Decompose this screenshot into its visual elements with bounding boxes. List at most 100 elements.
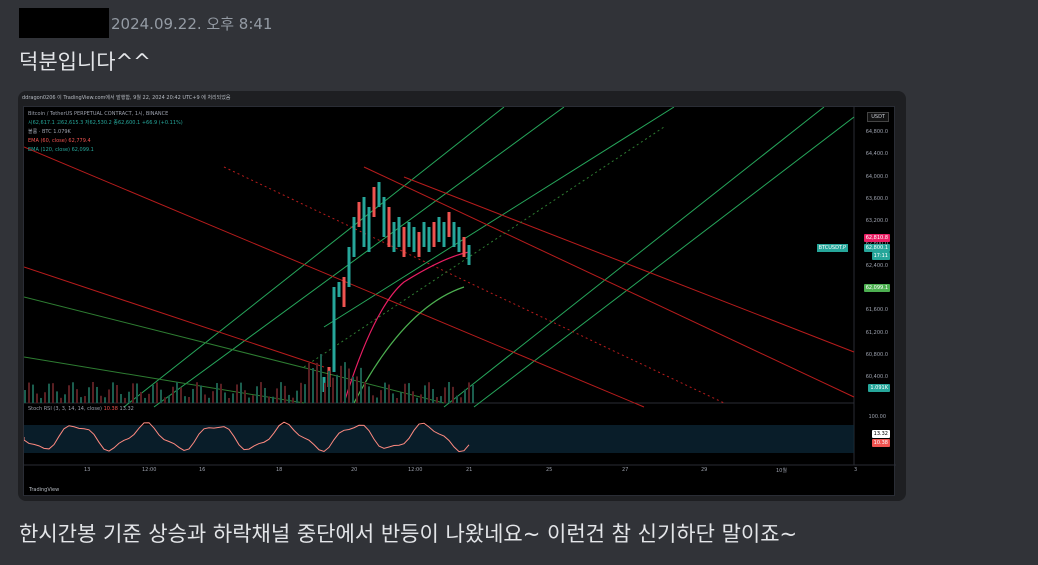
volume-bar (316, 362, 318, 403)
candle (377, 182, 381, 207)
volume-bar (172, 386, 174, 403)
channel-line-red (403, 176, 855, 353)
volume-bar (144, 397, 146, 403)
candle (382, 197, 386, 237)
volume-bar (116, 385, 118, 403)
candle (447, 212, 451, 237)
volume-bar (100, 395, 102, 403)
tradingview-publish-info: ddragon0206 이 TradingView.com에서 발행함, 9월 … (22, 95, 231, 101)
volume-bar (240, 382, 242, 403)
volume-bar (148, 393, 150, 403)
volume-bar (48, 383, 50, 403)
price-tick: 64,800.0 (865, 129, 888, 135)
price-tick: 63,200.0 (865, 218, 888, 225)
volume-bar (224, 392, 226, 403)
volume-bar (284, 385, 286, 403)
volume-bar (288, 394, 290, 403)
channel-line-red (23, 146, 645, 408)
time-tick: 18 (276, 467, 283, 473)
volume-bar (360, 367, 362, 403)
volume-bar (168, 395, 170, 403)
time-tick: 12:00 (408, 467, 423, 473)
volume-bar (192, 388, 194, 403)
time-tick: 10월 (776, 468, 787, 474)
stoch-label: Stoch RSI (3, 3, 14, 14, close) (28, 406, 102, 412)
candle (352, 217, 356, 257)
volume-bar (260, 382, 262, 403)
volume-bar (244, 390, 246, 403)
volume-bar (28, 382, 30, 403)
volume-bar (296, 390, 298, 403)
volume-bar (68, 385, 70, 403)
ema60-price-tag: 62,810.8 (863, 234, 890, 242)
volume-bar (44, 392, 46, 403)
volume-bar (368, 386, 370, 403)
volume-bar (416, 397, 418, 403)
channel-line-green (123, 106, 505, 408)
volume-bar (176, 382, 178, 403)
currency-button: USDT (867, 112, 889, 122)
volume-bar (32, 384, 34, 403)
time-tick: 29 (701, 467, 708, 473)
message-text-2: 한시간봉 기준 상승과 하락채널 중단에서 반등이 나왔네요~ 이런건 참 신기… (19, 522, 798, 546)
ema60-line (343, 251, 470, 404)
chart-image-attachment[interactable]: ddragon0206 이 TradingView.com에서 발행함, 9월 … (18, 91, 906, 501)
candle (332, 287, 336, 372)
volume-bar (40, 397, 42, 403)
candle (367, 207, 371, 252)
price-tick: 64,400.0 (865, 151, 888, 158)
stoch-d-value: 13.32 (119, 406, 134, 412)
candle (412, 227, 416, 252)
volume-bar (272, 396, 274, 403)
volume-bar (208, 397, 210, 403)
volume-bar (216, 383, 218, 403)
volume-bar (24, 390, 26, 403)
candle (337, 282, 341, 297)
volume-bar (468, 382, 470, 403)
candle (452, 222, 456, 247)
volume-bar (420, 394, 422, 403)
volume-bar (300, 382, 302, 403)
volume-bar (248, 397, 250, 403)
volume-bar (124, 397, 126, 403)
volume-bar (96, 386, 98, 403)
volume-bar (164, 397, 166, 403)
channel-line-green (23, 296, 445, 404)
candle (462, 237, 466, 257)
volume-bar (220, 383, 222, 403)
message-header: 2024.09.22. 오후 8:41 (19, 8, 272, 38)
volume-bar (464, 389, 466, 403)
volume-bar (120, 394, 122, 403)
candle (347, 247, 351, 287)
volume-bar (428, 382, 430, 403)
channel-line-green (443, 106, 825, 408)
tradingview-chart: Bitcoin / TetherUS PERPETUAL CONTRACT, 1… (23, 106, 896, 496)
volume-bar (184, 396, 186, 403)
volume-bar (212, 391, 214, 403)
volume-bar (252, 395, 254, 403)
volume-bar (444, 387, 446, 403)
volume-bar (332, 377, 334, 403)
channel-line-green (323, 106, 675, 328)
volume-bar (328, 370, 330, 403)
price-tick: 64,000.0 (865, 173, 888, 180)
volume-bar (200, 385, 202, 403)
time-tick: 16 (199, 467, 206, 473)
candle (397, 217, 401, 247)
volume-bar (440, 396, 442, 403)
stoch-legend: Stoch RSI (3, 3, 14, 14, close) 10.38 13… (28, 405, 134, 414)
price-tick: 61,200.0 (865, 329, 888, 336)
legend-volume: 볼륨 · BTC 1.079K (28, 129, 71, 135)
volume-bar (140, 391, 142, 403)
legend-ohlc: 시62,617.1 고62,615.3 저62,530.2 종62,600.1 … (28, 120, 183, 126)
volume-bar (188, 397, 190, 403)
volume-bar (424, 385, 426, 403)
volume-bar (160, 389, 162, 403)
candle (362, 197, 366, 247)
price-tick: 62,800.0 (866, 241, 888, 247)
volume-bar (76, 389, 78, 403)
last-price-tag: 62,800.1 (863, 244, 890, 252)
volume-bar (376, 397, 378, 403)
candle (442, 222, 446, 247)
volume-bar (232, 393, 234, 403)
